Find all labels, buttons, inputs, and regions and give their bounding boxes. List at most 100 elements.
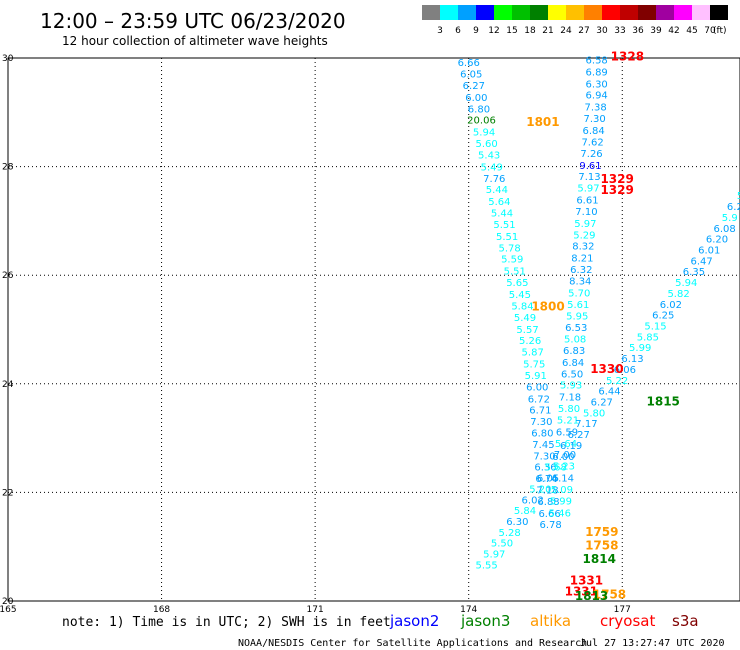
swh-value: 5.57 — [516, 325, 538, 336]
colorbar-swatch — [440, 5, 458, 20]
swh-value: 5.26 — [519, 336, 541, 347]
swh-value: 6.80 — [531, 428, 553, 439]
colorbar-swatch — [422, 5, 440, 20]
colorbar-label: 9 — [473, 26, 479, 36]
swh-value: 5.87 — [522, 348, 544, 359]
colorbar-swatch — [494, 5, 512, 20]
swh-value: 5.80 — [583, 408, 605, 419]
chart-subtitle: 12 hour collection of altimeter wave hei… — [62, 34, 328, 48]
colorbar-swatch — [476, 5, 494, 20]
pass-time-label: 1815 — [647, 395, 680, 409]
swh-value: 8.32 — [572, 242, 594, 253]
swh-value: 6.66 — [538, 509, 560, 520]
colorbar-swatch — [602, 5, 620, 20]
colorbar-label: 70 — [704, 26, 716, 36]
swh-value: 5.70 — [568, 288, 590, 299]
swh-value: 5.51 — [496, 232, 518, 243]
swh-value: 5.45 — [509, 290, 531, 301]
swh-value: 5.80 — [558, 404, 580, 415]
colorbar-swatch — [530, 5, 548, 20]
colorbar-label: 30 — [596, 26, 608, 36]
swh-value: 5.97 — [483, 550, 505, 561]
colorbar-label: 3 — [437, 26, 443, 36]
swh-value: 6.61 — [576, 196, 598, 207]
swh-value: 5.97 — [577, 184, 599, 195]
swh-value: 5.84 — [514, 506, 536, 517]
swh-value: 6.01 — [698, 245, 720, 256]
swh-value: 7.30 — [533, 451, 555, 462]
swh-value: 7.13 — [578, 172, 600, 183]
pass-time-label: 1331 — [565, 585, 598, 599]
swh-value: 5.49 — [514, 313, 536, 324]
colorbar-swatch — [656, 5, 674, 20]
swh-value: 5.44 — [491, 209, 513, 220]
pass-time-label: 1758 — [585, 538, 618, 552]
swh-value: 5.85 — [637, 332, 659, 343]
swh-value: 7.30 — [583, 114, 605, 125]
swh-value: 6.66 — [458, 58, 480, 69]
swh-value: 5.94 — [473, 128, 495, 139]
swh-value: 5.75 — [523, 360, 545, 371]
y-tick-label: 22 — [2, 488, 13, 498]
colorbar-label: 33 — [614, 26, 625, 36]
legend: jason2 jason3 altika cryosat s3a — [389, 612, 699, 630]
swh-value: 6.44 — [598, 387, 620, 398]
y-tick-label: 30 — [2, 54, 14, 64]
legend-item-jason3: jason3 — [460, 612, 510, 630]
swh-value: 8.21 — [571, 254, 593, 265]
pass-time-label: 1759 — [585, 525, 618, 539]
swh-value: 7.62 — [581, 137, 603, 148]
swh-value: 6.13 — [621, 354, 643, 365]
swh-value: 6.36 — [534, 463, 556, 474]
swh-value: 6.58 — [586, 55, 608, 66]
swh-value: 5.23 — [553, 462, 575, 473]
swh-value: 5.59 — [501, 255, 523, 266]
x-tick-label: 177 — [614, 605, 631, 615]
colorbar-unit: (ft) — [713, 26, 727, 36]
swh-value: 5.09 — [551, 485, 573, 496]
pass-time-label: 1329 — [600, 183, 633, 197]
legend-item-s3a: s3a — [672, 612, 699, 630]
swh-value: 7.30 — [530, 417, 552, 428]
swh-value: 5.91 — [525, 371, 547, 382]
swh-value: 5.65 — [506, 278, 528, 289]
swh-value: 7.18 — [536, 485, 558, 496]
pass-time-label: 1814 — [583, 552, 616, 566]
swh-value: 7.00 — [554, 450, 576, 461]
swh-value: 6.84 — [562, 358, 584, 369]
colorbar-swatch — [710, 5, 728, 20]
swh-value: 7.38 — [585, 103, 607, 114]
swh-value: 5.78 — [499, 243, 521, 254]
swh-value: 6.02 — [522, 495, 544, 506]
swh-value: 6.2 — [727, 202, 740, 213]
swh-value: 5.44 — [486, 185, 508, 196]
x-tick-label: 171 — [307, 605, 324, 615]
y-tick-label: 24 — [2, 380, 14, 390]
swh-value: 5.84 — [511, 301, 533, 312]
swh-value: 7.17 — [575, 419, 597, 430]
colorbar-swatch — [512, 5, 530, 20]
legend-item-jason2: jason2 — [389, 612, 439, 630]
colorbar-label: 24 — [560, 26, 572, 36]
swh-value: 5.51 — [493, 220, 515, 231]
pass-time-label: 1331 — [570, 574, 603, 588]
pass-time-label: 1813 — [575, 589, 608, 603]
swh-value: 6.27 — [568, 430, 590, 441]
colorbar-label: 45 — [686, 26, 697, 36]
swh-value: 6.30 — [586, 79, 608, 90]
swh-value: 6.83 — [563, 346, 585, 357]
colorbar-label: 36 — [632, 26, 644, 36]
swh-value: 6.78 — [539, 520, 561, 531]
swh-value: 6.74 — [535, 474, 557, 485]
swh-value: 8.34 — [569, 276, 591, 287]
swh-value: 6.72 — [528, 394, 550, 405]
swh-value: 5.9 — [722, 213, 738, 224]
swh-value: 6.08 — [714, 224, 736, 235]
colorbar-swatch — [458, 5, 476, 20]
pass-time-label: 1329 — [600, 172, 633, 186]
pass-time-label: 1800 — [531, 299, 564, 313]
swh-value: 6.19 — [560, 441, 582, 452]
swh-value: 5.51 — [504, 267, 526, 278]
swh-value: 5.21 — [557, 415, 579, 426]
